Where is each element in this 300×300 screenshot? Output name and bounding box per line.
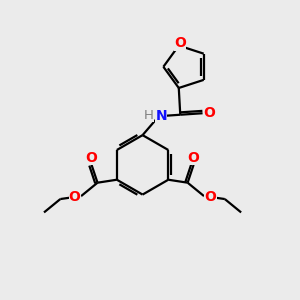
Text: O: O [203,106,215,120]
Text: N: N [155,109,167,123]
Text: O: O [85,151,98,165]
Text: H: H [143,109,153,122]
Text: O: O [69,190,81,204]
Text: O: O [188,151,200,165]
Text: O: O [174,37,186,50]
Text: O: O [205,190,217,204]
